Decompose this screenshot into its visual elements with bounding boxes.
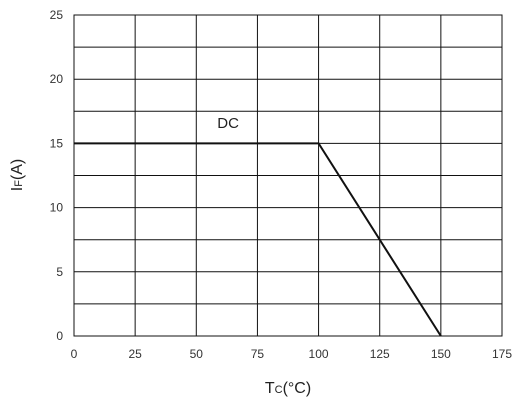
x-tick-label: 100 (309, 347, 329, 361)
y-tick-label: 0 (56, 329, 63, 343)
x-axis-title-sub: C (275, 384, 283, 396)
y-tick-label: 15 (50, 136, 64, 150)
y-axis-title-unit: (A) (9, 159, 26, 180)
x-tick-label: 50 (190, 347, 204, 361)
y-axis-title-main: I (9, 187, 26, 191)
annotation-dc-label: DC (217, 115, 239, 132)
x-tick-label: 150 (431, 347, 451, 361)
x-axis-title-main: T (265, 380, 275, 397)
x-tick-label: 175 (492, 347, 512, 361)
series-layer (74, 142, 442, 337)
grid (74, 15, 502, 336)
y-tick-label: 25 (50, 8, 64, 22)
x-axis-ticks: 0 25 50 75 100 125 150 175 (71, 347, 513, 361)
y-axis-title: IF(A) (9, 159, 26, 192)
annotations: DC (217, 115, 239, 132)
x-axis-title-unit: (°C) (283, 380, 312, 397)
x-tick-label: 75 (251, 347, 265, 361)
x-tick-label: 125 (370, 347, 390, 361)
y-tick-label: 5 (56, 265, 63, 279)
y-axis-title-sub: F (13, 180, 25, 187)
x-tick-label: 0 (71, 347, 78, 361)
x-axis-title: TC(°C) (265, 380, 311, 397)
plot-frame (73, 14, 503, 337)
y-tick-label: 20 (50, 72, 64, 86)
y-tick-label: 10 (50, 201, 64, 215)
series-line-dc (74, 142, 442, 337)
y-axis-ticks: 0 5 10 15 20 25 (50, 8, 64, 343)
x-tick-label: 25 (128, 347, 142, 361)
